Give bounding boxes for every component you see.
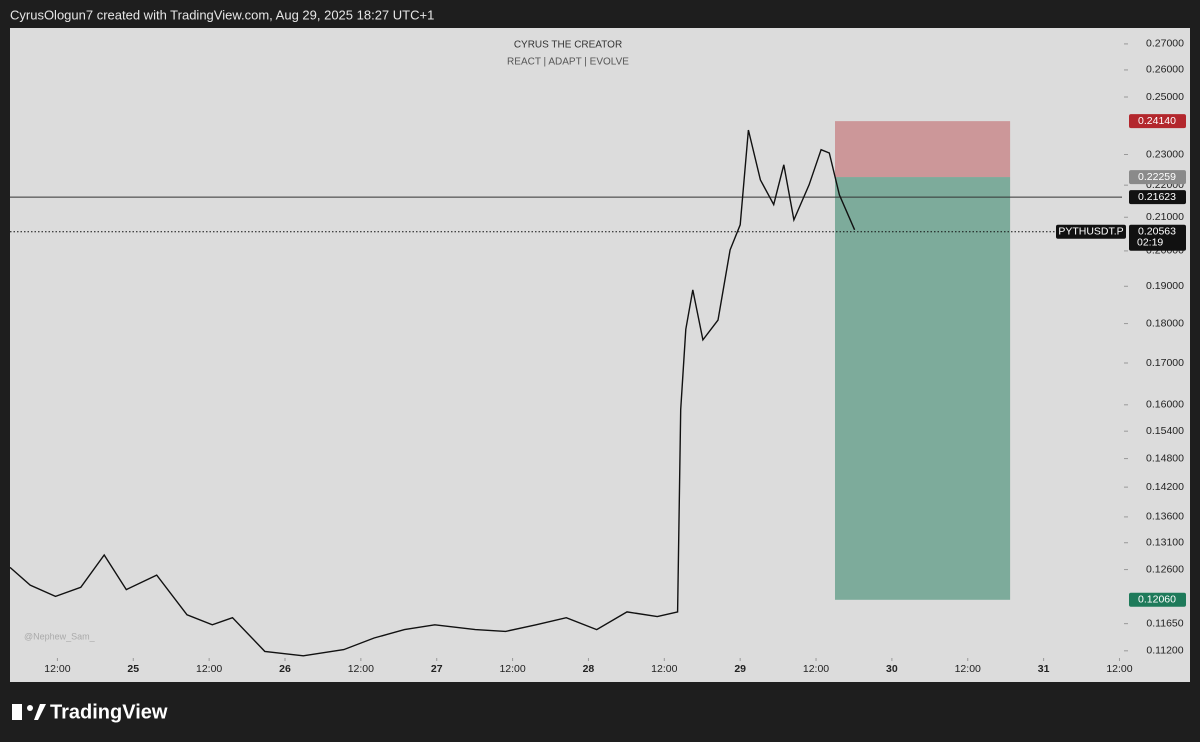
last-price-label: 0.20563 <box>1138 226 1176 238</box>
y-tick-label: 0.17000 <box>1146 357 1184 369</box>
x-tick-label: 26 <box>279 663 291 675</box>
x-tick-label: 12:00 <box>348 663 374 675</box>
y-tick-label: 0.16000 <box>1146 399 1184 411</box>
last-price-marker <box>1129 224 1186 251</box>
y-tick-label: 0.26000 <box>1146 64 1184 76</box>
x-tick-label: 12:00 <box>44 663 70 675</box>
countdown: 02:19 <box>1137 237 1163 249</box>
y-tick-label: 0.12600 <box>1146 563 1184 575</box>
y-tick-label: 0.14200 <box>1146 481 1184 493</box>
header: CyrusOlogun7 created with TradingView.co… <box>10 7 434 22</box>
y-tick-label: 0.23000 <box>1146 148 1184 160</box>
x-tick-label: 28 <box>583 663 595 675</box>
price-marker <box>1129 190 1186 205</box>
price-marker <box>1129 592 1186 607</box>
y-tick-label: 0.11200 <box>1146 645 1183 657</box>
price-line <box>9 129 856 657</box>
price-marker-label: 0.21623 <box>1138 191 1176 203</box>
y-tick-label: 0.14800 <box>1146 452 1184 464</box>
y-tick-label: 0.19000 <box>1146 280 1184 292</box>
symbol-label: PYTHUSDT.P <box>1058 226 1123 238</box>
chart-title: CYRUS THE CREATOR <box>514 40 622 51</box>
footer-brand: TradingView <box>50 701 168 723</box>
x-tick-label: 12:00 <box>196 663 222 675</box>
target-zone <box>834 177 1011 600</box>
price-marker-label: 0.22259 <box>1138 171 1176 183</box>
x-tick-label: 25 <box>127 663 139 675</box>
chart-subtitle: REACT | ADAPT | EVOLVE <box>507 57 629 68</box>
y-tick-label: 0.21000 <box>1146 211 1184 223</box>
x-tick-label: 12:00 <box>651 663 677 675</box>
watermark: @Nephew_Sam_ <box>24 631 96 641</box>
y-tick-label: 0.27000 <box>1146 38 1184 50</box>
x-tick-label: 12:00 <box>955 663 981 675</box>
x-tick-label: 12:00 <box>499 663 525 675</box>
x-tick-label: 12:00 <box>1106 663 1132 675</box>
stop-zone <box>834 121 1011 178</box>
price-marker-label: 0.24140 <box>1138 115 1176 127</box>
price-marker <box>1129 170 1186 185</box>
x-tick-label: 27 <box>431 663 443 675</box>
x-tick-label: 12:00 <box>803 663 829 675</box>
y-tick-label: 0.15400 <box>1146 425 1184 437</box>
symbol-tag <box>1056 224 1126 239</box>
logo <box>12 704 46 720</box>
y-tick-label: 0.25000 <box>1146 91 1184 103</box>
price-marker <box>1129 114 1186 129</box>
x-tick-label: 31 <box>1038 663 1050 675</box>
y-tick-label: 0.11650 <box>1146 617 1183 629</box>
x-tick-label: 30 <box>886 663 898 675</box>
x-tick-label: 29 <box>734 663 746 675</box>
y-tick-label: 0.13100 <box>1146 537 1184 549</box>
price-marker-label: 0.12060 <box>1138 594 1176 606</box>
y-tick-label: 0.13600 <box>1146 511 1184 523</box>
y-tick-label: 0.18000 <box>1146 317 1184 329</box>
pane <box>10 28 1190 682</box>
